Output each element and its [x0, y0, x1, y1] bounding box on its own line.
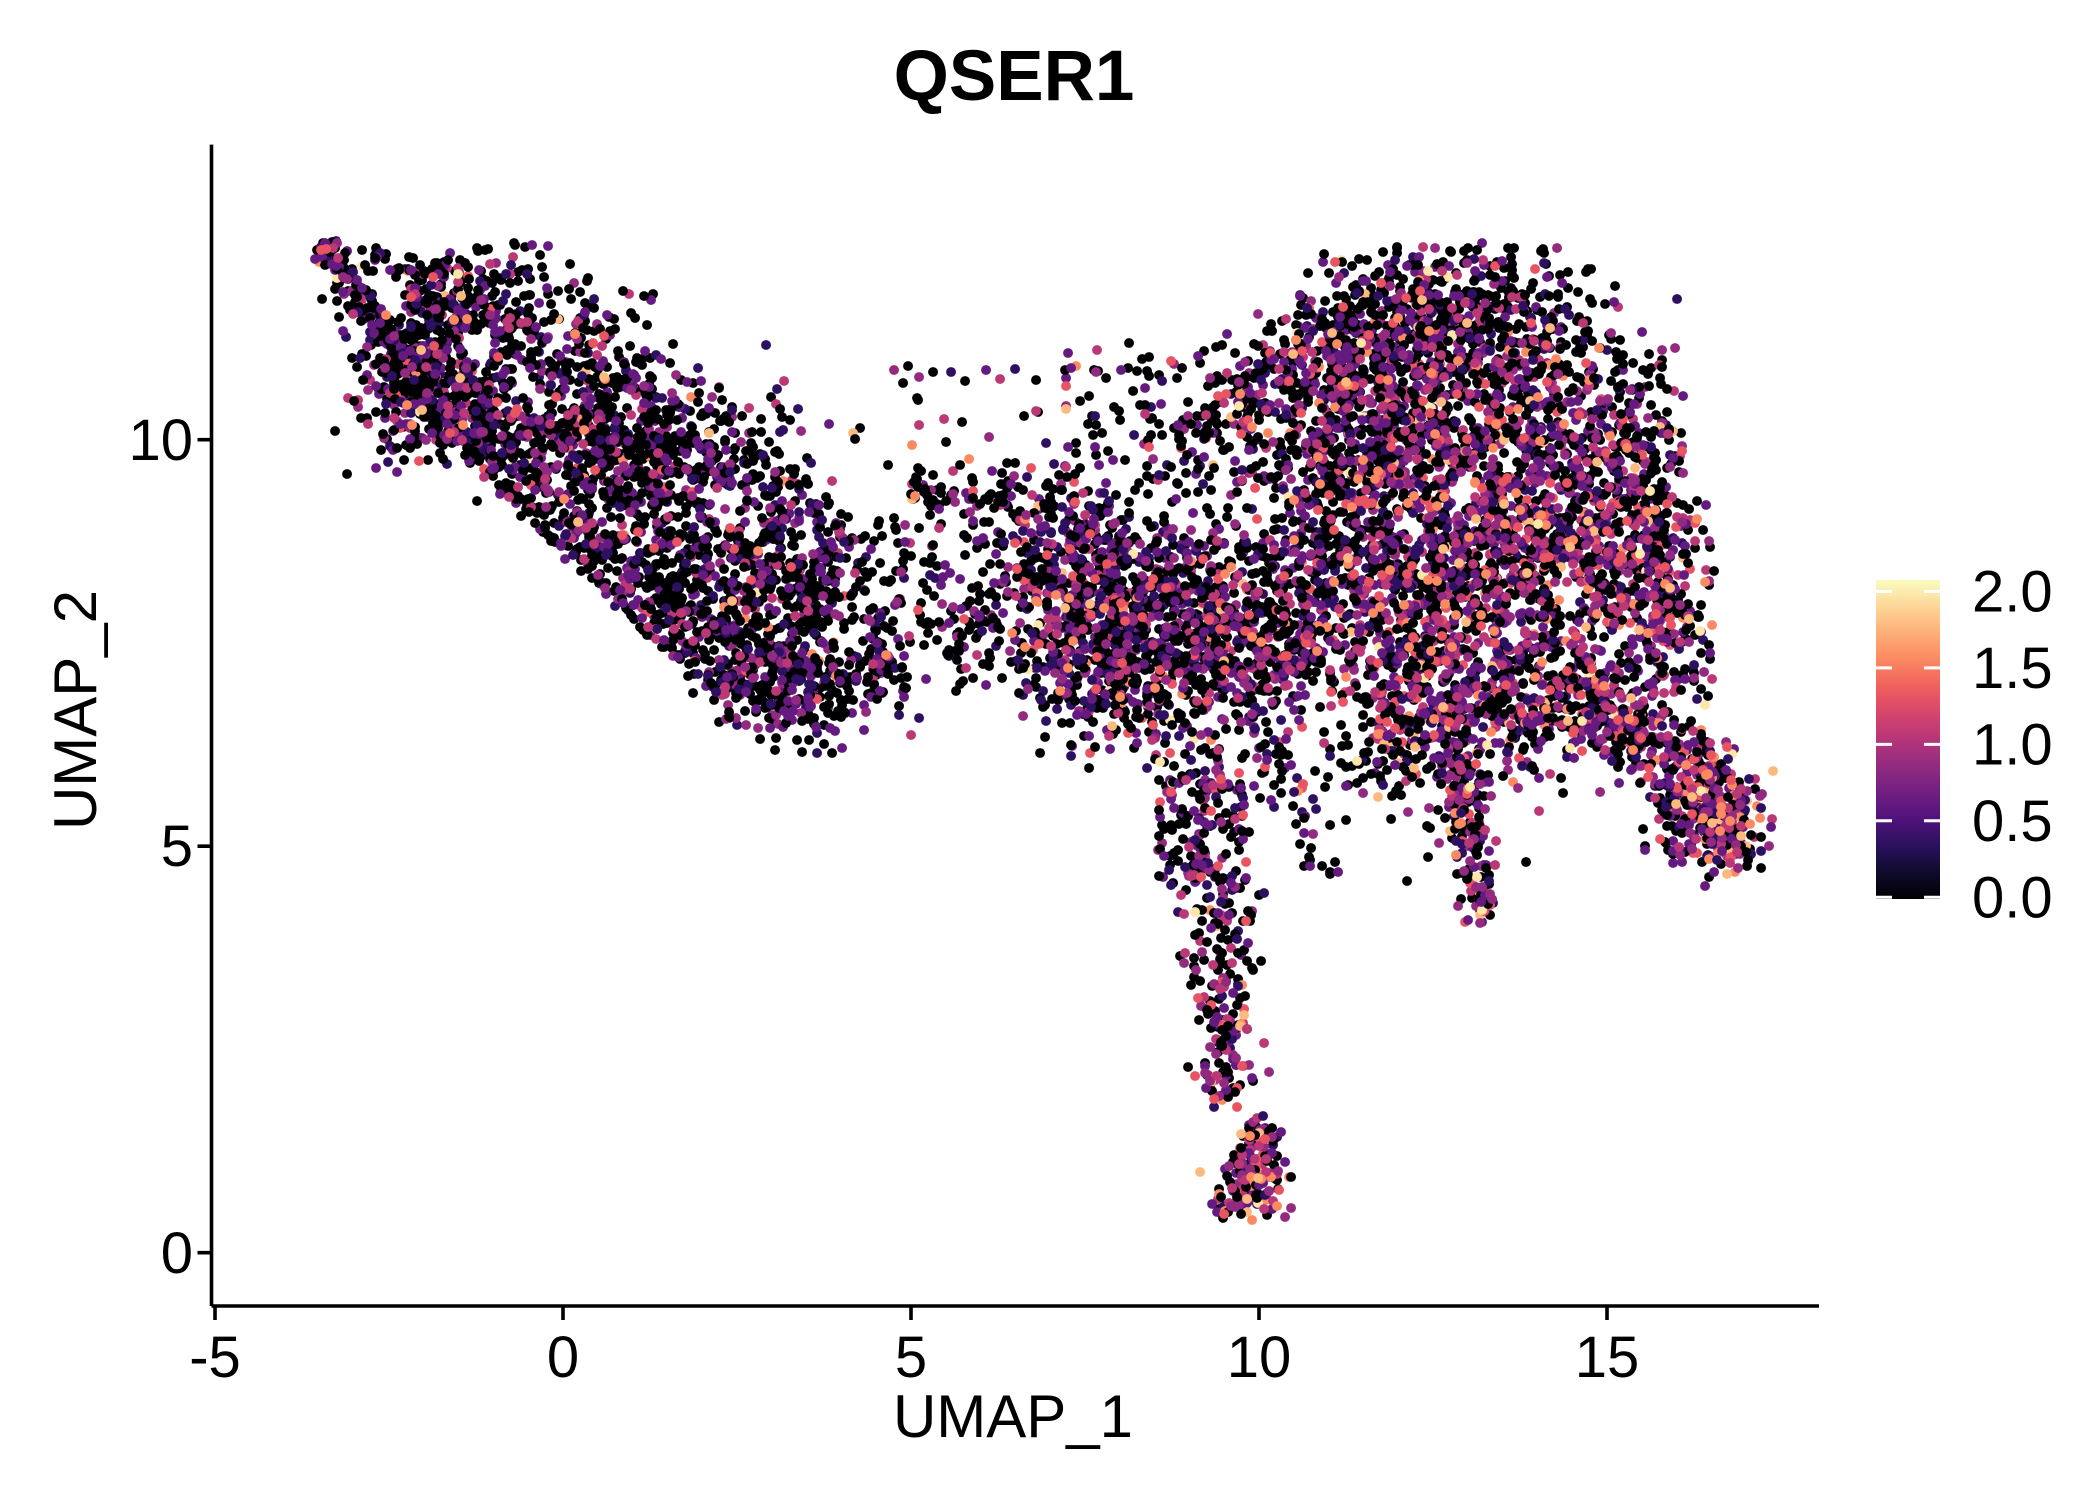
svg-text:5: 5 [895, 1325, 927, 1390]
svg-text:10: 10 [1227, 1325, 1292, 1390]
svg-text:0: 0 [547, 1325, 579, 1390]
svg-text:15: 15 [1575, 1325, 1640, 1390]
svg-text:1.5: 1.5 [1972, 636, 2053, 701]
svg-text:-5: -5 [189, 1325, 241, 1390]
svg-text:0: 0 [161, 1221, 193, 1286]
svg-text:5: 5 [161, 814, 193, 879]
svg-text:10: 10 [128, 408, 193, 473]
svg-text:UMAP_2: UMAP_2 [42, 590, 109, 830]
svg-text:UMAP_1: UMAP_1 [893, 1383, 1133, 1450]
svg-text:0.0: 0.0 [1972, 865, 2053, 930]
svg-text:1.0: 1.0 [1972, 712, 2053, 777]
svg-text:QSER1: QSER1 [894, 37, 1135, 116]
svg-text:2.0: 2.0 [1972, 560, 2053, 625]
svg-text:0.5: 0.5 [1972, 789, 2053, 854]
